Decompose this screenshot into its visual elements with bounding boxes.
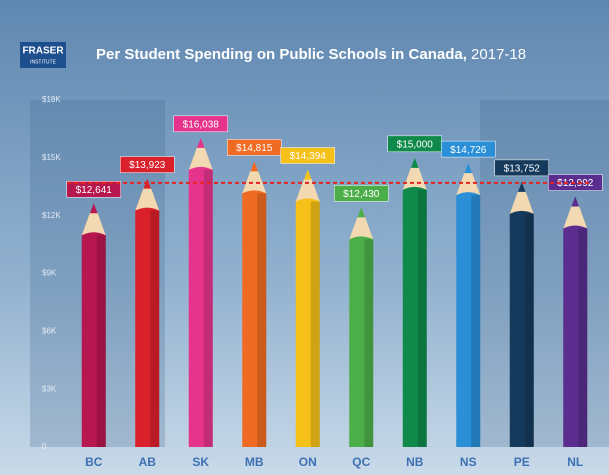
logo-box: [20, 42, 66, 68]
title-period: 2017-18: [471, 46, 526, 63]
y-tick-label: 0: [42, 442, 47, 451]
pencil-wood: [81, 213, 106, 236]
y-tick-label: $3K: [42, 384, 57, 393]
pencil-shade: [310, 201, 320, 447]
pencil-shade: [364, 239, 374, 447]
value-label: $13,752: [504, 164, 541, 175]
value-label-box: [120, 156, 175, 173]
logo-text: INSTITUTE: [30, 59, 56, 65]
pencil-shade: [471, 195, 481, 447]
value-label: $16,038: [183, 119, 220, 130]
value-label: $12,992: [557, 178, 594, 189]
y-tick-label: $18K: [42, 95, 61, 104]
pencil: [81, 203, 106, 447]
pencil: [188, 137, 213, 447]
y-tick-label: $6K: [42, 326, 57, 335]
pencil-wood: [349, 217, 374, 240]
x-tick-label: MB: [245, 455, 264, 469]
panel: [480, 100, 609, 447]
y-tick-label: $12K: [42, 211, 61, 220]
bar: [456, 163, 481, 447]
value-label-box: [494, 159, 549, 177]
bar: [563, 196, 588, 447]
pencil-shade: [96, 235, 106, 447]
bar: [135, 178, 160, 447]
value-label: $14,815: [236, 143, 273, 154]
title: Per Student Spending on Public Schools i…: [96, 46, 467, 63]
bar: [402, 157, 427, 448]
pencil: [509, 181, 534, 447]
pencil-shade: [417, 189, 427, 448]
value-label: $14,394: [290, 151, 327, 162]
pencil-wood: [295, 179, 320, 202]
pencil: [242, 161, 267, 447]
pencil: [402, 157, 427, 448]
bar: [81, 203, 106, 447]
pencil-wood: [135, 188, 160, 211]
value-label-box: [173, 115, 228, 133]
y-tick-label: $15K: [42, 153, 61, 162]
value-label-box: [280, 147, 335, 164]
pencil-wood: [402, 167, 427, 190]
pencil-wood: [188, 147, 213, 170]
pencil-wood: [509, 191, 534, 214]
bar: [349, 207, 374, 447]
value-label-box: [66, 181, 121, 198]
bar: [509, 181, 534, 447]
pencil: [456, 163, 481, 447]
value-label: $14,726: [450, 145, 487, 156]
x-tick-label: PE: [514, 455, 530, 469]
pencil: [135, 178, 160, 447]
y-tick-label: $9K: [42, 269, 57, 278]
pencil-shade: [257, 193, 267, 447]
x-tick-label: NS: [460, 455, 477, 469]
value-label-box: [441, 140, 496, 158]
pencil: [563, 196, 588, 447]
value-label: $13,923: [129, 160, 166, 171]
pencil-shade: [203, 169, 213, 447]
x-tick-label: BC: [85, 455, 103, 469]
pencil-shade: [524, 213, 534, 447]
value-label: $15,000: [397, 139, 434, 150]
pencil-wood: [242, 171, 267, 194]
bar: [295, 169, 320, 447]
x-tick-label: AB: [139, 455, 157, 469]
bar: [188, 137, 213, 447]
x-tick-label: QC: [352, 455, 370, 469]
x-tick-label: SK: [192, 455, 209, 469]
x-tick-label: NL: [567, 455, 583, 469]
pencil-shade: [578, 228, 588, 447]
chart-title: Per Student Spending on Public Schools i…: [96, 46, 526, 63]
value-label-box: [334, 185, 389, 202]
value-label: $12,641: [76, 185, 113, 196]
x-tick-label: ON: [299, 455, 317, 469]
x-tick-label: NB: [406, 455, 424, 469]
pencil-wood: [456, 173, 481, 196]
pencil: [295, 169, 320, 447]
pencil-wood: [563, 206, 588, 229]
value-label: $12,430: [343, 189, 380, 200]
logo-text: FRASER: [22, 46, 64, 57]
value-label-box: [548, 174, 603, 191]
bar: [242, 161, 267, 447]
pencil: [349, 207, 374, 447]
pencil-shade: [150, 210, 160, 447]
